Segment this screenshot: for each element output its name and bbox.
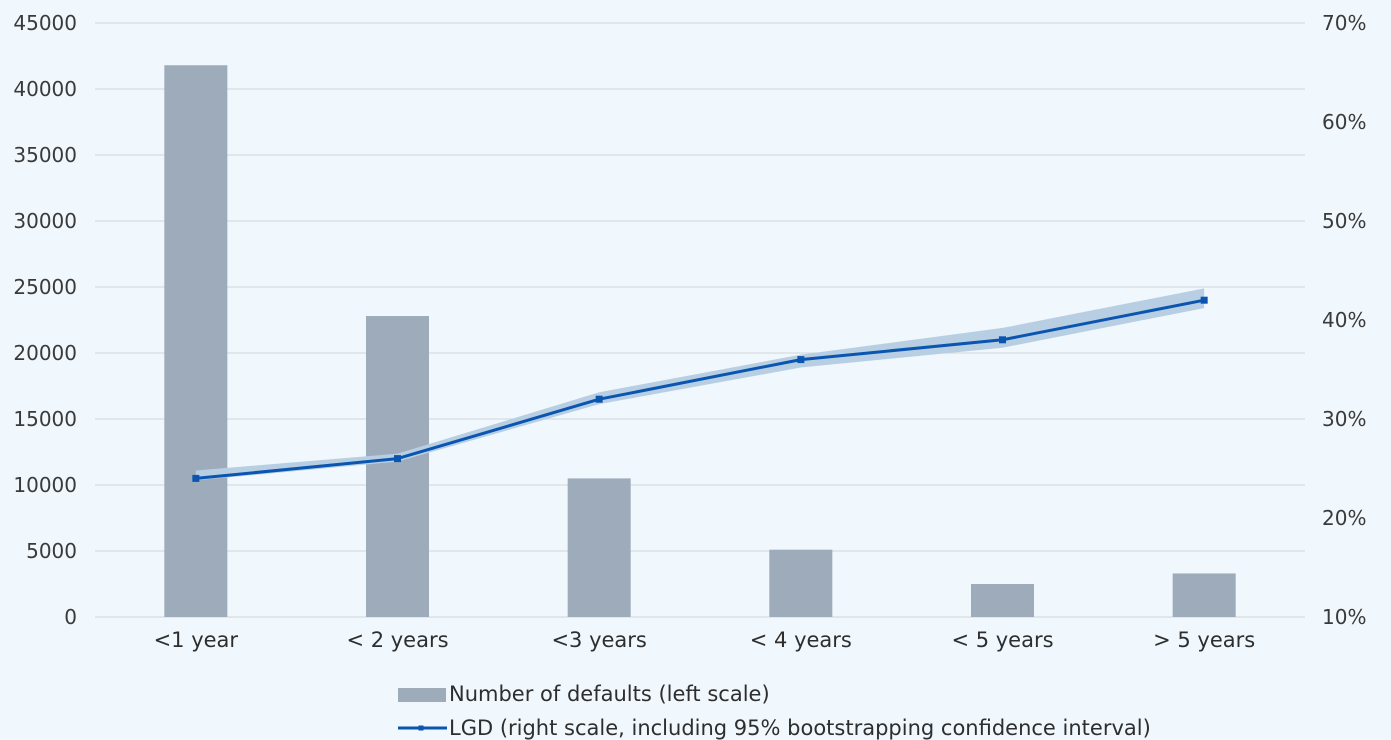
lgd-point: [595, 395, 603, 403]
bar: [567, 478, 631, 617]
legend: Number of defaults (left scale) LGD (rig…: [398, 682, 1151, 740]
right-tick-label: 30%: [1322, 407, 1366, 431]
category-label: < 5 years: [951, 628, 1053, 652]
left-tick-label: 25000: [13, 275, 77, 299]
confidence-band: [195, 288, 1205, 481]
category-label: <3 years: [551, 628, 646, 652]
lgd-line: [195, 298, 1205, 480]
bar-series: [164, 65, 1236, 618]
left-axis: 0 5000 10000 15000 20000 25000 30000 35000 40000…: [13, 11, 77, 629]
left-tick-label: 0: [64, 605, 77, 629]
legend-bar-swatch: [398, 688, 446, 702]
category-label: <1 year: [154, 628, 239, 652]
confidence-band-area: [195, 288, 1205, 481]
category-label: < 2 years: [346, 628, 448, 652]
legend-bar-label: Number of defaults (left scale): [449, 682, 770, 706]
left-tick-label: 35000: [13, 143, 77, 167]
right-axis: 10% 20% 30% 40% 50% 60% 70%: [1322, 11, 1366, 629]
lgd-point: [192, 474, 200, 482]
legend-line-label: LGD (right scale, including 95% bootstra…: [449, 716, 1151, 740]
bar: [366, 316, 429, 617]
category-label: < 4 years: [750, 628, 852, 652]
left-tick-label: 40000: [13, 77, 77, 101]
bar: [1172, 573, 1236, 617]
left-tick-label: 45000: [13, 11, 77, 35]
left-tick-label: 15000: [13, 407, 77, 431]
lgd-point: [797, 356, 805, 364]
right-tick-label: 70%: [1322, 11, 1366, 35]
lgd-point: [1200, 296, 1208, 304]
left-tick-label: 5000: [26, 539, 77, 563]
bar: [769, 549, 833, 617]
left-tick-label: 30000: [13, 209, 77, 233]
right-tick-label: 60%: [1322, 110, 1366, 134]
right-tick-label: 20%: [1322, 506, 1366, 530]
lgd-point: [999, 336, 1006, 344]
left-tick-label: 20000: [13, 341, 77, 365]
legend-line-marker: [418, 725, 424, 731]
right-tick-label: 50%: [1322, 209, 1366, 233]
category-label: > 5 years: [1153, 628, 1255, 652]
right-tick-label: 40%: [1322, 308, 1366, 332]
bar: [971, 584, 1034, 617]
x-axis: <1 year < 2 years <3 years < 4 years < 5 yea…: [154, 628, 1256, 652]
bar: [164, 65, 228, 618]
left-tick-label: 10000: [13, 473, 77, 497]
lgd-point: [394, 455, 401, 463]
gridlines: [95, 22, 1305, 618]
line-series: [192, 296, 1208, 482]
right-tick-label: 10%: [1322, 605, 1366, 629]
